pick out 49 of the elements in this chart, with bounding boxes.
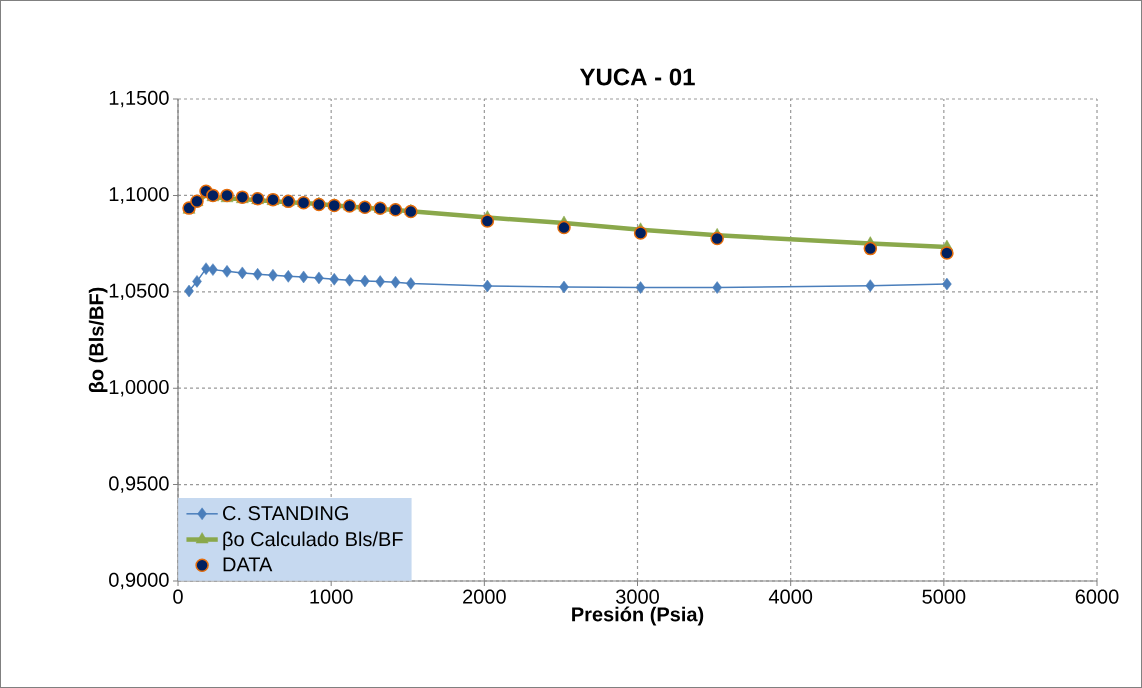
- chart-title: YUCA - 01: [579, 68, 695, 86]
- point: [312, 197, 326, 212]
- point: [559, 280, 569, 294]
- y-tick-label: 1,0500: [109, 283, 169, 301]
- x-tick-label: 6000: [1075, 589, 1119, 604]
- legend-label: DATA: [223, 557, 273, 572]
- point: [635, 281, 646, 294]
- point: [360, 274, 370, 288]
- point: [557, 220, 571, 235]
- point: [712, 281, 722, 294]
- point: [942, 277, 952, 291]
- point: [329, 273, 339, 286]
- y-tick-label: 0,9500: [109, 476, 169, 493]
- point: [252, 268, 263, 281]
- point: [710, 231, 724, 246]
- point: [404, 204, 418, 219]
- y-tick-label: 0,9000: [109, 572, 169, 590]
- x-tick-label: 4000: [768, 589, 813, 604]
- point: [184, 284, 194, 298]
- y-tick-label: 1,1500: [109, 90, 169, 108]
- y-tick-label: 1,1000: [109, 187, 169, 204]
- x-tick-label: 0: [173, 589, 183, 604]
- point: [192, 275, 202, 288]
- legend-label: C. STANDING: [223, 506, 348, 521]
- point: [390, 275, 401, 289]
- point: [940, 246, 954, 260]
- point: [222, 265, 232, 278]
- x-axis-title: Presión (Psia): [572, 606, 704, 626]
- point: [482, 279, 493, 293]
- point: [406, 277, 416, 290]
- point: [633, 226, 648, 240]
- point: [208, 263, 218, 276]
- x-tick-label: 5000: [922, 589, 966, 604]
- point: [865, 279, 876, 292]
- point: [375, 275, 385, 288]
- y-tick-label: 1,0000: [109, 379, 169, 397]
- point: [314, 271, 324, 285]
- x-tick-label: 2000: [463, 589, 506, 604]
- x-tick-label: 3000: [616, 589, 659, 604]
- y-axis-title: βo (Bls/BF): [88, 287, 108, 392]
- point: [344, 273, 355, 287]
- point: [863, 241, 878, 256]
- point: [298, 270, 309, 284]
- point: [237, 266, 248, 280]
- legend-label: βo Calculado Bls/BF: [223, 531, 403, 551]
- point: [283, 270, 294, 283]
- x-tick-label: 1000: [310, 589, 353, 604]
- point: [268, 268, 278, 282]
- point: [480, 214, 495, 228]
